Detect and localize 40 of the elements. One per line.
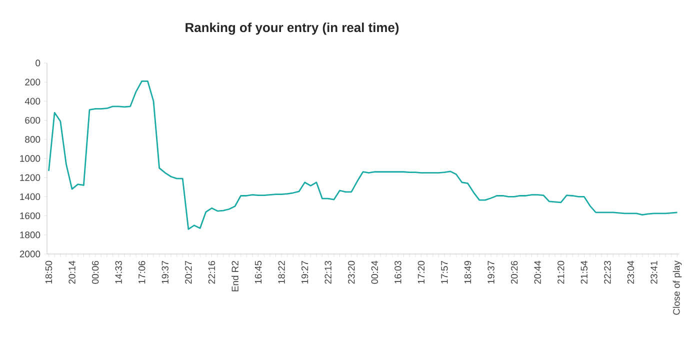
x-tick-label: 17:06	[138, 260, 146, 284]
x-tick-label: 16:45	[254, 260, 262, 284]
x-tick-label: 23:04	[627, 260, 634, 284]
x-tick-label: 20:14	[68, 260, 76, 284]
x-tick-label: 22:16	[208, 260, 216, 284]
x-tick-label: 00:06	[92, 260, 99, 284]
x-tick-label: 00:24	[371, 260, 378, 284]
x-tick-label: 23:41	[650, 260, 658, 284]
y-tick-label: 800	[25, 136, 40, 143]
x-tick-label: 18:49	[464, 260, 472, 284]
x-tick-label: 16:03	[394, 260, 402, 284]
x-tick-label: 19:37	[162, 260, 168, 284]
x-tick-label: End R2	[232, 261, 238, 292]
x-tick-label: 18:22	[278, 260, 285, 284]
x-tick-label: 20:26	[510, 260, 518, 284]
x-tick-label: 21:54	[580, 260, 588, 284]
x-tick-label: 20:44	[534, 260, 541, 284]
y-tick-label: 1200	[20, 174, 40, 181]
x-tick-label: 14:33	[115, 260, 122, 284]
x-tick-label: 19:37	[488, 260, 494, 284]
x-tick-label: 23:20	[348, 260, 355, 284]
y-tick-label: 1000	[20, 155, 40, 162]
y-tick-label: 600	[25, 116, 40, 124]
x-tick-label: 19:27	[301, 260, 308, 284]
x-tick-label: 18:50	[45, 260, 52, 284]
y-tick-label: 1400	[20, 193, 40, 200]
x-tick-label: 17:20	[418, 260, 425, 284]
x-tick-label: 22:13	[324, 260, 332, 284]
y-tick-label: 200	[25, 78, 40, 86]
x-tick-label: 20:27	[185, 260, 192, 284]
x-tick-label: 21:20	[558, 260, 564, 284]
y-tick-label: 1600	[20, 212, 40, 220]
y-tick-label: 0	[36, 60, 40, 66]
y-tick-label: 1800	[20, 232, 40, 238]
x-tick-label: 22:23	[604, 260, 611, 284]
y-tick-label: 2000	[20, 250, 40, 258]
x-tick-label: Close of play	[672, 260, 682, 315]
chart-title: Ranking of your entry (in real time)	[186, 22, 399, 35]
y-tick-label: 400	[24, 98, 40, 105]
x-tick-label: 17:57	[441, 260, 448, 284]
